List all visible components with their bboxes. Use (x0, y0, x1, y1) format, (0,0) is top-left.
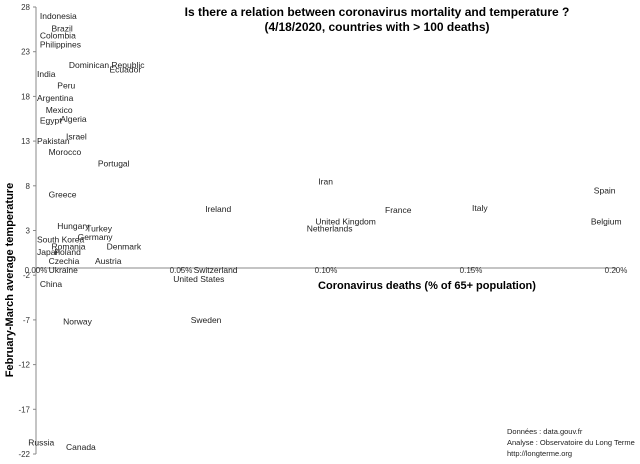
data-point-label: Belgium (591, 217, 622, 227)
source-line-data: Données : data.gouv.fr (507, 427, 583, 436)
x-axis-ticks: 0.00% 0.05% 0.10% 0.15% 0.20% (25, 266, 628, 275)
y-tick-label: -17 (18, 405, 30, 414)
x-tick-label: 0.10% (315, 266, 338, 275)
data-point-label: Ireland (205, 204, 231, 214)
y-tick-label: -2 (23, 271, 31, 280)
data-point-label: Sweden (191, 315, 222, 325)
data-point-label: Egypt (40, 116, 62, 126)
data-point-label: Ecuador (110, 65, 142, 75)
data-point-label: United States (173, 274, 224, 284)
data-point-label: Netherlands (307, 224, 353, 234)
source-note: Données : data.gouv.fr Analyse : Observa… (507, 427, 635, 458)
x-tick-label: 0.20% (605, 266, 628, 275)
data-point-label: Italy (472, 203, 488, 213)
data-point-label: Austria (95, 256, 122, 266)
data-point-label: Colombia (40, 31, 76, 41)
x-tick-label: 0.05% (170, 266, 193, 275)
data-point-label: Germany (78, 232, 114, 242)
data-point-label: United Kingdom (315, 217, 375, 227)
y-tick-label: 8 (26, 182, 31, 191)
source-line-analysis: Analyse : Observatoire du Long Terme (507, 438, 635, 447)
y-tick-label: -7 (23, 316, 31, 325)
y-axis-title: February-March average temperature (4, 183, 16, 377)
data-point-label: Poland (54, 247, 81, 257)
y-tick-label: 28 (21, 3, 30, 12)
data-point-label: Russia (28, 437, 54, 447)
data-point-label: Indonesia (40, 11, 77, 21)
data-point-label: Denmark (107, 242, 142, 252)
chart-title-line-2: (4/18/2020, countries with > 100 deaths) (264, 20, 489, 34)
y-tick-label: 23 (21, 48, 30, 57)
data-point-label: Israel (66, 132, 87, 142)
data-point-label: Mexico (46, 105, 73, 115)
data-point-label: Norway (63, 317, 93, 327)
data-point-label: Turkey (86, 224, 112, 234)
data-point-label: Romania (52, 242, 86, 252)
data-point-label: Iran (318, 176, 333, 186)
data-point-label: Ukraine (49, 265, 79, 275)
data-point-label: Pakistan (37, 136, 70, 146)
y-tick-label: -12 (18, 361, 30, 370)
data-point-label: China (40, 279, 62, 289)
x-tick-label: 0.00% (25, 266, 48, 275)
chart-title-line-1: Is there a relation between coronavirus … (185, 5, 570, 19)
data-point-label: Japan (37, 247, 60, 257)
data-point-label: India (37, 69, 56, 79)
data-point-label: Portugal (98, 158, 130, 168)
data-point-label: Canada (66, 442, 96, 452)
data-point-label: France (385, 205, 412, 215)
source-line-url: http://longterme.org (507, 449, 572, 458)
data-point-label: Czechia (49, 256, 80, 266)
data-point-label: Hungary (57, 221, 90, 231)
y-tick-label: -22 (18, 450, 30, 459)
data-point-label: Philippines (40, 40, 81, 50)
data-point-label: Algeria (60, 114, 87, 124)
chart-title: Is there a relation between coronavirus … (185, 5, 570, 34)
data-point-label: South Korea (37, 234, 85, 244)
y-axis-ticks: 28 23 18 13 8 3 -2 -7 -12 -17 -22 (18, 3, 36, 459)
y-tick-label: 13 (21, 137, 30, 146)
y-tick-label: 3 (26, 227, 31, 236)
data-point-label: Morocco (49, 147, 82, 157)
data-point-label: Dominican Republic (69, 60, 145, 70)
data-point-label: Switzerland (194, 265, 238, 275)
data-point-label: Peru (57, 81, 75, 91)
data-point-label: Argentina (37, 93, 74, 103)
y-tick-label: 18 (21, 92, 30, 101)
data-point-label: Brazil (52, 23, 73, 33)
x-tick-label: 0.15% (460, 266, 483, 275)
x-axis-title: Coronavirus deaths (% of 65+ population) (318, 280, 536, 292)
data-point-label: Greece (49, 190, 77, 200)
data-point-label: Spain (594, 185, 616, 195)
